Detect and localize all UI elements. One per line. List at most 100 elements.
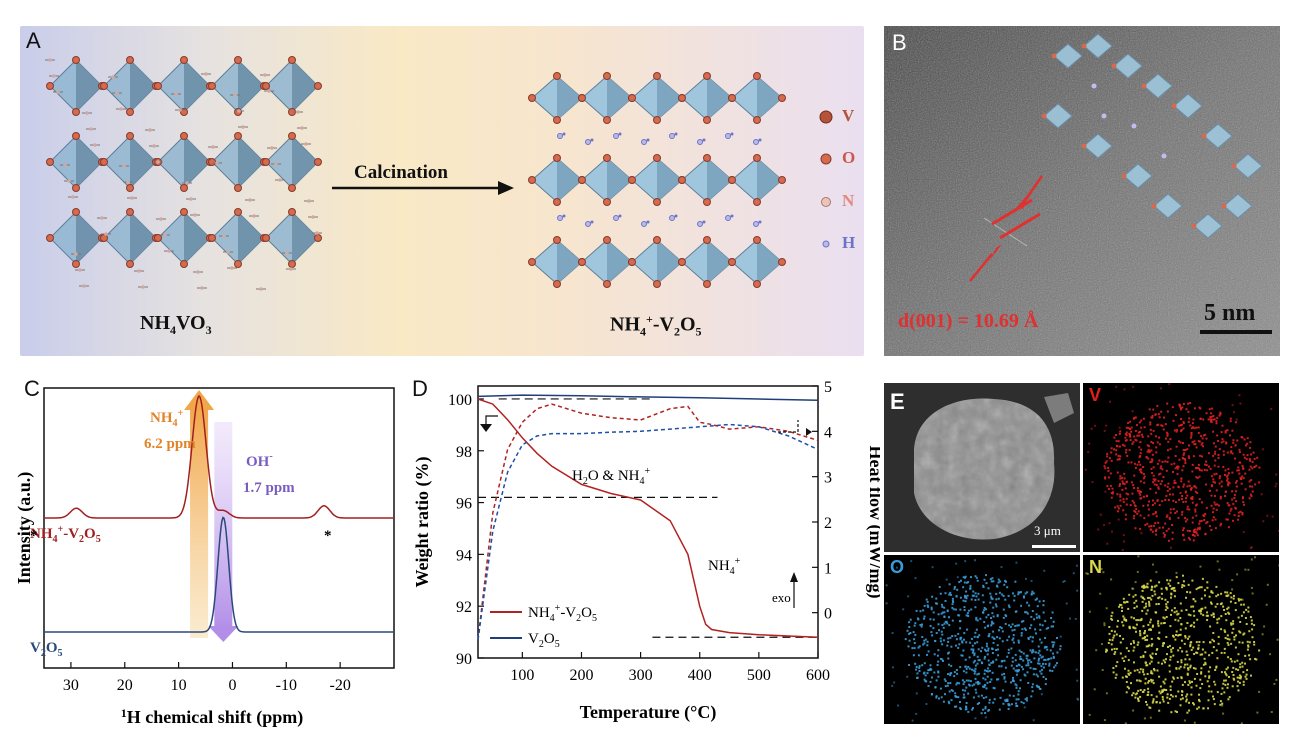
legend-h-label: H xyxy=(842,233,856,252)
o-atom xyxy=(703,116,711,124)
eds-pixel xyxy=(1212,613,1215,616)
eds-pixel xyxy=(1152,698,1155,701)
eds-pixel xyxy=(1201,648,1204,651)
eds-pixel xyxy=(919,610,922,613)
eds-pixel xyxy=(1179,628,1182,631)
eds-pixel xyxy=(1224,469,1227,472)
eds-pixel xyxy=(935,696,938,699)
eds-pixel xyxy=(1121,621,1124,624)
eds-pixel xyxy=(1140,471,1143,474)
eds-pixel xyxy=(1112,491,1115,494)
eds-pixel xyxy=(912,654,915,657)
eds-pixel xyxy=(1168,644,1171,647)
eds-pixel xyxy=(974,667,977,670)
eds-pixel xyxy=(1258,466,1261,469)
eds-pixel xyxy=(1161,698,1164,701)
eds-pixel xyxy=(1185,695,1188,698)
eds-pixel xyxy=(1198,528,1201,530)
eds-pixel xyxy=(1179,665,1182,668)
eds-pixel xyxy=(1217,453,1220,456)
eds-pixel xyxy=(1261,633,1264,636)
o-atom xyxy=(653,198,661,206)
eds-pixel xyxy=(1005,700,1007,703)
lattice-polyhedron xyxy=(1233,153,1263,179)
eds-pixel xyxy=(1149,421,1152,424)
eds-pixel xyxy=(1199,454,1202,457)
eds-pixel xyxy=(1039,638,1041,641)
eds-pixel xyxy=(1003,659,1006,662)
eds-pixel xyxy=(1131,587,1134,590)
eds-pixel xyxy=(1153,585,1156,588)
eds-pixel xyxy=(992,686,995,689)
eds-pixel xyxy=(1210,614,1213,617)
eds-pixel xyxy=(1195,467,1198,470)
eds-pixel xyxy=(1115,647,1118,650)
eds-pixel xyxy=(1251,636,1254,639)
eds-pixel xyxy=(1250,479,1253,482)
eds-pixel xyxy=(1191,498,1194,500)
eds-pixel xyxy=(1139,656,1142,659)
eds-pixel xyxy=(1104,490,1107,493)
eds-pixel xyxy=(1128,593,1131,596)
eds-pixel xyxy=(1232,674,1235,676)
eds-pixel xyxy=(1148,680,1150,682)
eds-pixel xyxy=(1075,564,1078,567)
eds-pixel xyxy=(1001,640,1004,643)
eds-pixel xyxy=(1019,679,1022,682)
eds-pixel xyxy=(1165,689,1168,691)
eds-pixel xyxy=(1137,489,1139,492)
eds-pixel xyxy=(963,696,966,699)
eds-pixel xyxy=(978,702,981,704)
eds-pixel xyxy=(1220,522,1223,525)
eds-pixel xyxy=(1170,546,1172,549)
eds-pixel xyxy=(1005,615,1008,618)
nh4-group xyxy=(278,178,282,182)
eds-pixel xyxy=(1196,618,1199,621)
eds-pixel xyxy=(918,666,921,669)
eds-pixel xyxy=(1215,422,1218,425)
eds-pixel xyxy=(1137,641,1140,644)
eds-pixel xyxy=(1225,518,1228,521)
eds-pixel xyxy=(1237,668,1240,671)
eds-pixel xyxy=(1121,488,1124,491)
eds-pixel xyxy=(1040,641,1043,644)
eds-pixel xyxy=(985,670,988,672)
eds-pixel xyxy=(1247,645,1250,648)
eds-pixel xyxy=(1006,700,1009,702)
eds-pixel xyxy=(1170,592,1173,595)
eds-pixel xyxy=(1191,470,1194,473)
eds-pixel xyxy=(1154,478,1157,481)
eds-pixel xyxy=(1169,579,1172,582)
eds-pixel xyxy=(986,681,989,684)
eds-pixel xyxy=(941,624,944,626)
eds-pixel xyxy=(1195,504,1197,507)
eds-pixel xyxy=(1001,593,1004,596)
eds-pixel xyxy=(1188,484,1191,487)
eds-pixel xyxy=(1216,416,1219,419)
eds-pixel xyxy=(967,615,970,617)
eds-pixel xyxy=(1042,600,1045,602)
eds-pixel xyxy=(1115,440,1118,443)
eds-pixel xyxy=(1149,487,1152,490)
eds-pixel xyxy=(968,656,971,659)
eds-pixel xyxy=(1052,625,1054,628)
eds-pixel xyxy=(1208,465,1210,468)
polyhedron-face xyxy=(757,158,782,202)
eds-pixel xyxy=(1151,701,1154,704)
eds-pixel xyxy=(1133,661,1135,664)
eds-pixel xyxy=(1156,462,1159,465)
eds-pixel xyxy=(1248,641,1251,644)
eds-pixel xyxy=(940,696,943,699)
eds-pixel xyxy=(1030,695,1033,698)
eds-pixel xyxy=(1188,635,1191,638)
eds-pixel xyxy=(1221,702,1224,705)
eds-pixel xyxy=(1157,624,1160,627)
eds-pixel xyxy=(1221,438,1224,441)
eds-pixel xyxy=(1200,520,1203,522)
eds-pixel xyxy=(959,637,962,640)
eds-pixel xyxy=(1180,429,1183,431)
eds-pixel xyxy=(1036,605,1039,608)
eds-pixel xyxy=(1236,676,1239,679)
eds-pixel xyxy=(1041,655,1044,658)
eds-pixel xyxy=(1036,675,1039,678)
